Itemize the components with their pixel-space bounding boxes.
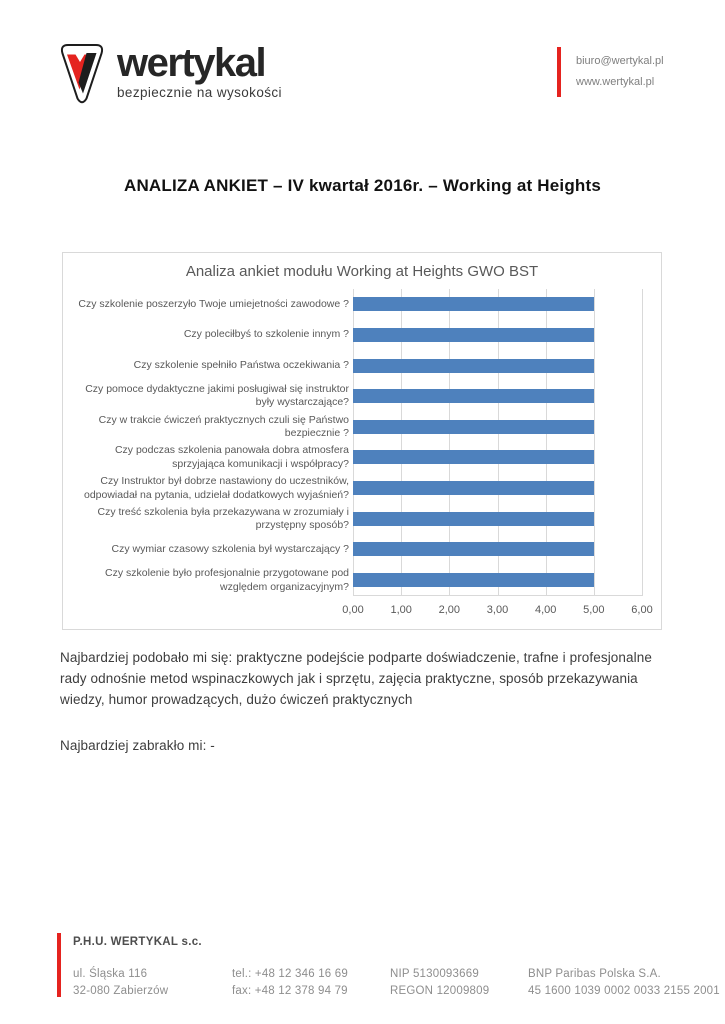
brand-name: wertykal: [117, 41, 267, 85]
x-axis-tick-label: 2,00: [438, 604, 461, 616]
x-axis-tick-label: 1,00: [390, 604, 412, 616]
category-label: Czy pomoce dydaktyczne jakimi posługiwał…: [85, 383, 349, 409]
footer-nip: NIP 5130093669: [390, 968, 479, 980]
plot-area: [353, 289, 643, 596]
bar: [353, 389, 594, 404]
footer-bank: BNP Paribas Polska S.A. 45 1600 1039 000…: [528, 966, 720, 1001]
footer-address: ul. Śląska 116 32-080 Zabierzów: [73, 966, 168, 1001]
contact-email: biuro@wertykal.pl: [576, 55, 664, 68]
gridline: [401, 289, 403, 596]
gridline: [449, 289, 451, 596]
footer-bank-account: 45 1600 1039 0002 0033 2155 2001: [528, 985, 720, 998]
footer-tel: tel.: +48 12 346 16 69: [232, 968, 348, 980]
footer-bank-name: BNP Paribas Polska S.A.: [528, 968, 661, 980]
footer-company-name: P.H.U. WERTYKAL s.c.: [73, 936, 202, 948]
contact-website: www.wertykal.pl: [576, 75, 655, 88]
footer-address-line2: 32-080 Zabierzów: [73, 985, 169, 998]
footer-fax: fax: +48 12 378 94 79: [232, 985, 348, 998]
category-label: Czy szkolenie było profesjonalnie przygo…: [105, 567, 349, 593]
x-axis-tick-label: 0,00: [342, 604, 364, 616]
category-label: Czy szkolenie spełniło Państwa oczekiwan…: [133, 359, 349, 372]
x-axis-tick-label: 4,00: [534, 604, 557, 616]
category-label: Czy poleciłbyś to szkolenie innym ?: [183, 328, 349, 341]
bar: [353, 480, 594, 495]
bar: [353, 542, 594, 557]
liked-most-paragraph: Najbardziej podobało mi się: praktyczne …: [60, 650, 652, 707]
x-axis: 0,00 1,00 2,00 3,00 4,00 5,00 6,00: [342, 604, 652, 620]
bar: [353, 572, 594, 587]
footer-registration: NIP 5130093669 REGON 12009809: [390, 966, 489, 1001]
footer-regon: REGON 12009809: [390, 985, 490, 998]
bar: [353, 297, 594, 312]
category-label: Czy w trakcie ćwiczeń praktycznych czuli…: [98, 413, 349, 440]
category-label: Czy wymiar czasowy szkolenia był wystarc…: [111, 543, 349, 556]
chart-title: Analiza ankiet modułu Working at Heights…: [185, 263, 539, 280]
x-axis-tick-label: 3,00: [486, 604, 509, 616]
gridline: [593, 289, 595, 596]
footer-phones: tel.: +48 12 346 16 69 fax: +48 12 378 9…: [232, 966, 348, 1001]
company-logo: wertykal bezpiecznie na wysokości: [57, 42, 282, 108]
brand-tagline: bezpiecznie na wysokości: [117, 85, 282, 100]
logo-text: wertykal bezpiecznie na wysokości: [117, 42, 282, 100]
footer-accent-bar: [57, 933, 61, 997]
gridline: [497, 289, 499, 596]
survey-bar-chart: Analiza ankiet modułu Working at Heights…: [62, 252, 662, 630]
bar: [353, 450, 594, 465]
category-labels: Czy szkolenie poszerzyło Twoje umiejetno…: [69, 289, 349, 596]
x-axis-tick-label: 5,00: [583, 604, 605, 616]
category-label: Czy Instruktor był dobrze nastawiony do …: [83, 475, 349, 501]
bar: [353, 419, 594, 434]
x-axis-tick-label: 6,00: [631, 604, 653, 616]
gridline: [353, 289, 354, 596]
category-label: Czy szkolenie poszerzyło Twoje umiejetno…: [78, 297, 349, 310]
gridline: [545, 289, 547, 596]
missing-most-paragraph: Najbardziej zabrakło mi: -: [60, 738, 215, 753]
contact-block: biuro@wertykal.pl www.wertykal.pl: [557, 47, 664, 97]
page-title: ANALIZA ANKIET – IV kwartał 2016r. – Wor…: [123, 176, 602, 195]
bar: [353, 358, 594, 373]
logo-badge-icon: [60, 44, 104, 104]
category-label: Czy treść szkolenia była przekazywana w …: [97, 505, 349, 532]
bar: [353, 327, 594, 342]
gridline: [642, 289, 643, 596]
bar: [353, 511, 594, 526]
category-label: Czy podczas szkolenia panowała dobra atm…: [114, 444, 349, 470]
footer-address-line1: ul. Śląska 116: [73, 968, 148, 980]
